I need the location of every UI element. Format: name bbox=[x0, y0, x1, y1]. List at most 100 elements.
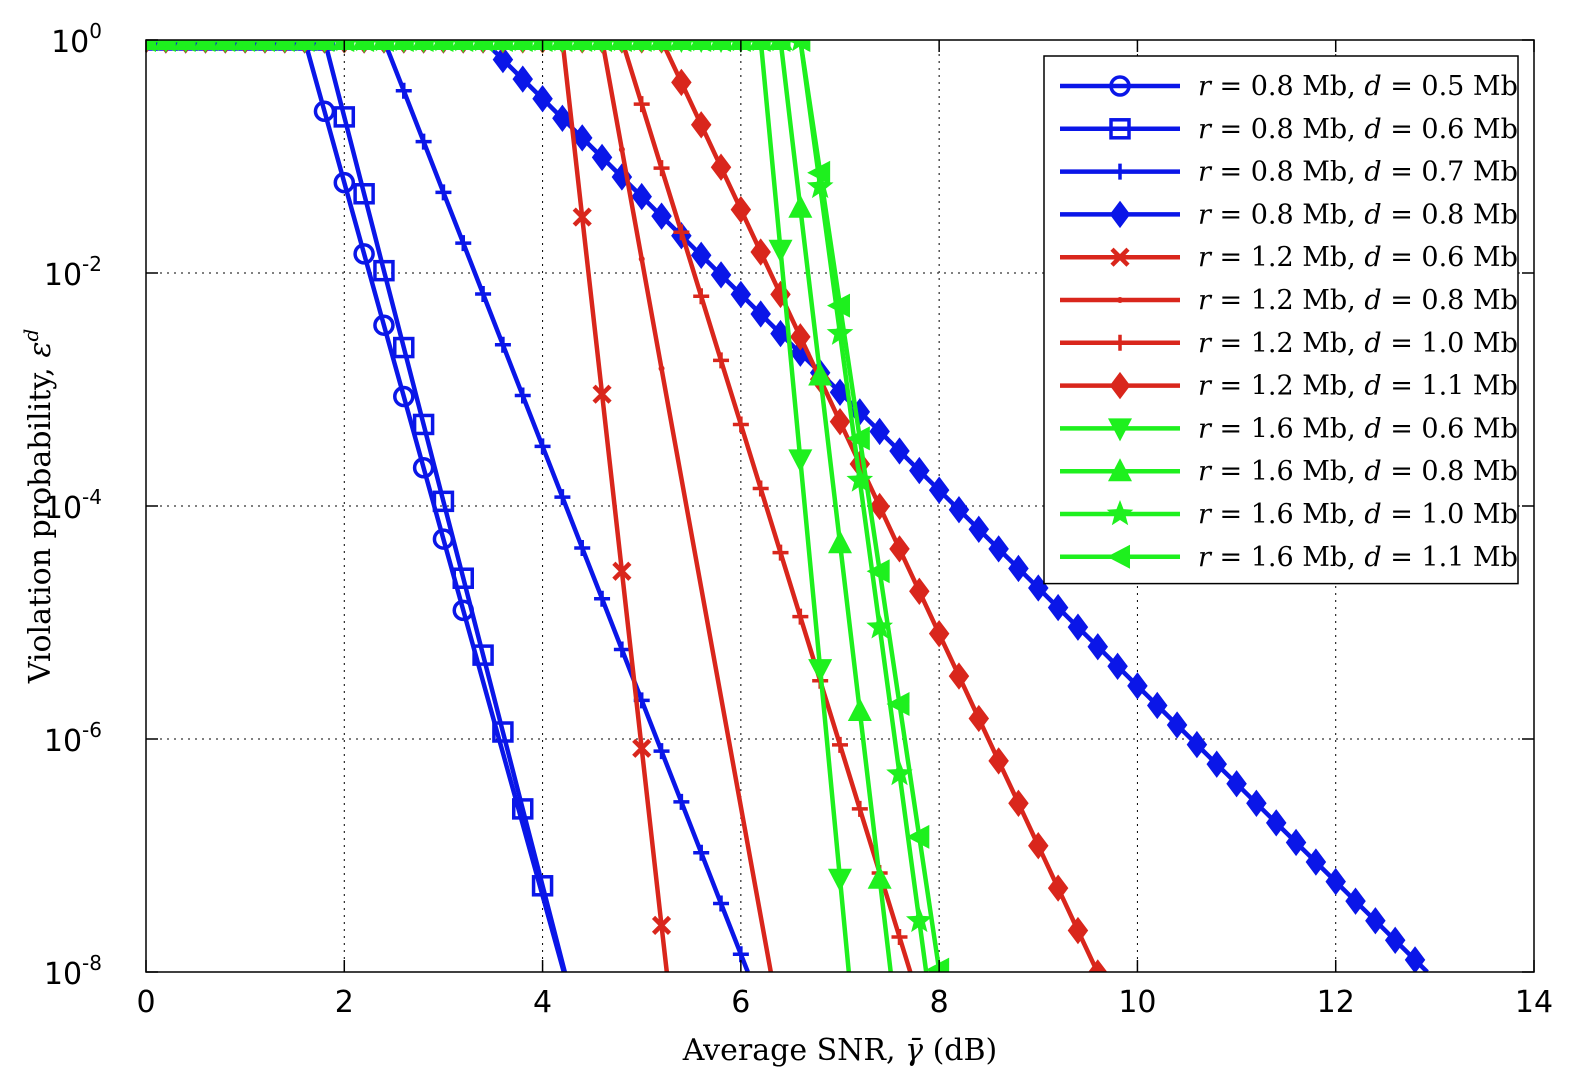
legend-entry: r = 1.2 Mb, d = 1.1 Mb bbox=[1060, 371, 1518, 402]
data-point-marker bbox=[948, 662, 970, 690]
data-point-marker bbox=[1246, 789, 1267, 817]
data-point-marker bbox=[673, 793, 690, 810]
data-point-marker bbox=[373, 314, 395, 336]
data-point-marker bbox=[948, 496, 970, 524]
x-tick-label: 14 bbox=[1515, 985, 1553, 1020]
x-tick-label: 2 bbox=[335, 985, 354, 1020]
data-point-marker bbox=[146, 40, 156, 52]
data-point-marker bbox=[1112, 334, 1128, 351]
x-axis-label-prefix: Average SNR, bbox=[682, 1033, 896, 1068]
data-point-marker bbox=[475, 285, 492, 302]
data-point-marker bbox=[906, 906, 933, 933]
data-point-marker bbox=[1166, 711, 1188, 739]
data-point-marker bbox=[571, 124, 593, 152]
data-point-marker bbox=[1110, 247, 1130, 267]
data-point-marker bbox=[393, 336, 415, 359]
data-point-marker bbox=[618, 146, 625, 153]
data-point-marker bbox=[750, 300, 771, 328]
data-point-marker bbox=[792, 608, 809, 625]
data-point-marker bbox=[395, 82, 412, 99]
data-point-marker bbox=[452, 567, 475, 589]
x-axis-label-suffix: (dB) bbox=[933, 1033, 998, 1068]
data-point-marker bbox=[1047, 593, 1069, 622]
data-point-marker bbox=[494, 336, 511, 353]
data-point-marker bbox=[828, 530, 852, 554]
y-tick-label: 10-6 bbox=[44, 718, 102, 759]
data-point-marker bbox=[891, 929, 908, 946]
data-point-marker bbox=[1206, 750, 1227, 778]
data-point-marker bbox=[829, 407, 851, 436]
data-point-marker bbox=[333, 106, 356, 128]
data-point-marker bbox=[628, 40, 652, 52]
data-point-marker bbox=[612, 561, 632, 581]
data-point-marker bbox=[827, 293, 850, 318]
data-point-marker bbox=[569, 40, 593, 52]
data-point-marker bbox=[455, 235, 472, 252]
data-point-marker bbox=[788, 194, 813, 218]
data-point-marker bbox=[710, 261, 732, 289]
data-point-marker bbox=[390, 40, 414, 52]
legend-label: r = 1.2 Mb, d = 1.1 Mb bbox=[1198, 371, 1518, 402]
data-point-marker bbox=[531, 875, 554, 897]
data-point-marker bbox=[732, 416, 749, 433]
legend-label: r = 1.2 Mb, d = 0.6 Mb bbox=[1198, 242, 1518, 273]
data-point-marker bbox=[730, 280, 752, 309]
data-point-marker bbox=[1365, 907, 1386, 935]
data-point-marker bbox=[152, 40, 176, 52]
data-point-marker bbox=[750, 238, 771, 266]
data-point-marker bbox=[1345, 887, 1366, 915]
data-point-marker bbox=[412, 413, 435, 436]
legend-entry: r = 1.6 Mb, d = 0.8 Mb bbox=[1060, 456, 1518, 487]
legend-label: r = 1.2 Mb, d = 1.0 Mb bbox=[1198, 328, 1518, 359]
data-point-marker bbox=[826, 319, 854, 345]
data-point-marker bbox=[653, 743, 670, 760]
data-point-marker bbox=[846, 426, 870, 451]
data-point-marker bbox=[554, 489, 571, 506]
data-point-marker bbox=[869, 492, 890, 521]
data-point-marker bbox=[1186, 730, 1208, 759]
legend-label: r = 0.8 Mb, d = 0.6 Mb bbox=[1198, 114, 1518, 145]
data-point-marker bbox=[572, 207, 592, 227]
data-point-marker bbox=[808, 659, 833, 683]
data-point-marker bbox=[713, 352, 730, 369]
data-point-marker bbox=[333, 171, 356, 194]
y-tick-label: 100 bbox=[51, 19, 102, 60]
data-point-marker bbox=[828, 868, 852, 892]
data-point-marker bbox=[212, 40, 236, 52]
data-point-marker bbox=[313, 100, 336, 123]
legend-label: r = 0.8 Mb, d = 0.5 Mb bbox=[1198, 71, 1518, 102]
x-tick-label: 6 bbox=[731, 985, 750, 1020]
x-tick-label: 10 bbox=[1118, 985, 1156, 1020]
data-point-marker bbox=[889, 535, 910, 563]
data-point-marker bbox=[651, 202, 672, 230]
data-point-marker bbox=[651, 915, 672, 935]
data-point-marker bbox=[968, 704, 990, 733]
data-point-marker bbox=[1108, 458, 1132, 482]
y-axis-label-symbol: ε bbox=[23, 342, 58, 358]
data-point-marker bbox=[492, 721, 514, 743]
data-point-marker bbox=[968, 515, 990, 543]
data-point-marker bbox=[1106, 500, 1134, 526]
data-point-marker bbox=[847, 698, 872, 722]
data-point-marker bbox=[926, 957, 950, 972]
legend-entry: r = 0.8 Mb, d = 0.5 Mb bbox=[1060, 71, 1518, 102]
data-point-marker bbox=[832, 736, 848, 753]
data-point-marker bbox=[271, 40, 295, 52]
data-point-marker bbox=[1265, 809, 1287, 837]
data-point-marker bbox=[1087, 633, 1109, 661]
data-point-marker bbox=[747, 40, 771, 52]
data-point-marker bbox=[613, 641, 630, 658]
legend-entry: r = 0.8 Mb, d = 0.6 Mb bbox=[1060, 114, 1518, 145]
data-point-marker bbox=[370, 40, 394, 52]
series-line bbox=[146, 40, 567, 972]
data-point-marker bbox=[658, 365, 665, 372]
data-point-marker bbox=[432, 490, 455, 513]
data-point-marker bbox=[1117, 297, 1123, 303]
data-point-marker bbox=[767, 40, 791, 52]
data-point-marker bbox=[790, 323, 811, 351]
data-point-marker bbox=[690, 111, 712, 139]
data-point-marker bbox=[653, 160, 670, 177]
legend-entry: r = 1.2 Mb, d = 0.6 Mb bbox=[1060, 242, 1518, 273]
data-point-marker bbox=[251, 40, 275, 52]
data-point-marker bbox=[909, 577, 930, 605]
